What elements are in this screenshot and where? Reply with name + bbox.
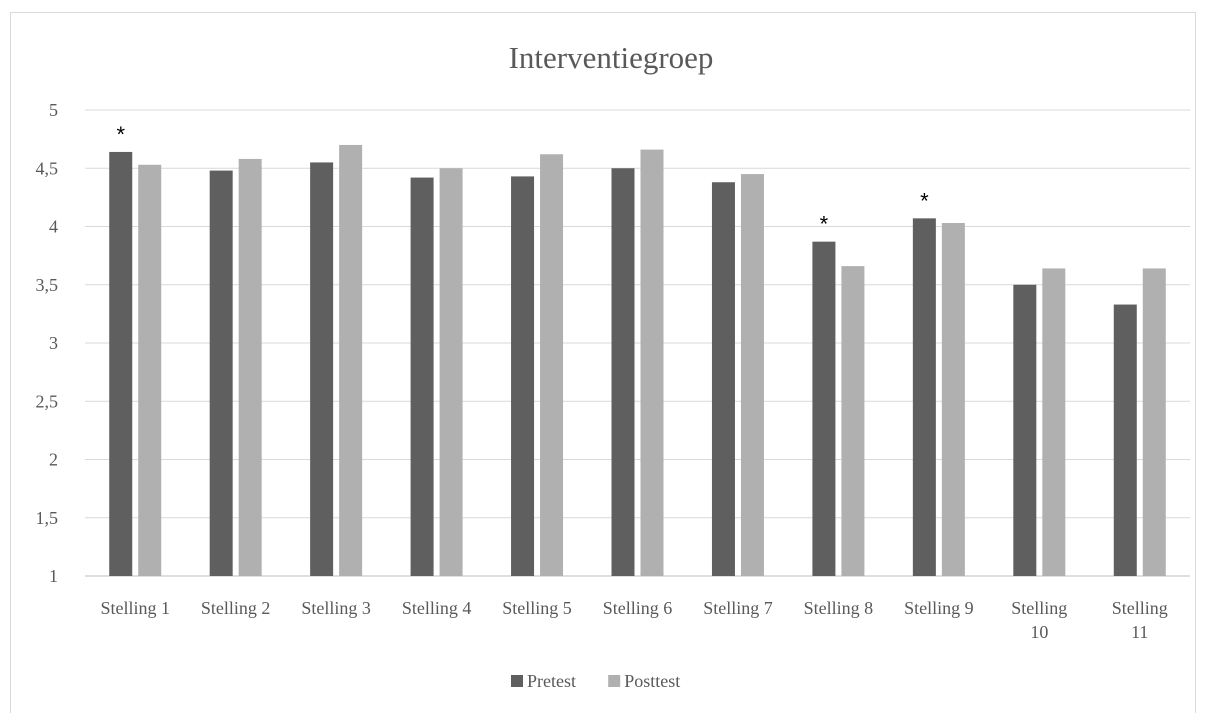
y-tick-label: 4,5 [36,158,59,178]
bar-pretest [209,170,233,576]
gridlines [85,109,1190,577]
chart-frame [10,12,1196,713]
x-tick-label: 11 [1131,622,1148,642]
legend: Pretest Posttest [511,671,680,691]
significance-asterisk: * [820,212,829,237]
x-tick-label: Stelling 2 [201,598,271,618]
bar-pretest [109,151,133,576]
x-tick-label: Stelling 8 [804,598,874,618]
bar-posttest [640,149,664,577]
chart-title: Interventiegroep [509,40,714,75]
y-tick-label: 4 [49,217,58,237]
y-tick-label: 1,5 [36,508,59,528]
bar-pretest [1013,284,1037,576]
bar-pretest [1113,304,1137,576]
x-tick-label: Stelling 4 [402,598,472,618]
x-tick-label: Stelling [1011,598,1067,618]
y-tick-label: 3,5 [36,275,59,295]
bar-posttest [238,158,262,576]
bar-posttest [1142,268,1166,576]
x-tick-label: Stelling 6 [603,598,673,618]
y-tick-label: 2,5 [36,391,59,411]
x-axis-labels: Stelling 1 Stelling 2 Stelling 3 Stelling 4… [100,598,1167,642]
bar-pretest [812,241,836,576]
significance-asterisk: * [920,188,929,213]
bar-posttest [1042,268,1066,576]
bar-pretest [511,176,535,576]
x-tick-label: Stelling 1 [100,598,170,618]
x-tick-label: Stelling [1112,598,1168,618]
legend-label-pretest: Pretest [527,671,576,691]
bars [109,144,1166,577]
y-tick-label: 1 [49,566,58,586]
bar-posttest [439,168,463,576]
x-tick-label: 10 [1030,622,1048,642]
bar-pretest [711,182,735,577]
bar-posttest [339,144,363,576]
bar-posttest [740,174,764,576]
x-tick-label: Stelling 9 [904,598,974,618]
legend-label-posttest: Posttest [624,671,680,691]
bar-pretest [611,168,635,576]
x-tick-label: Stelling 5 [502,598,572,618]
y-tick-label: 5 [49,100,58,120]
bar-posttest [540,154,564,576]
x-tick-label: Stelling 7 [703,598,773,618]
bar-posttest [138,164,162,576]
bar-posttest [941,223,965,576]
bar-pretest [310,162,334,577]
y-axis-ticks: 1 1,5 2 2,5 3 3,5 4 4,5 5 [36,100,59,586]
bar-pretest [410,177,434,576]
y-tick-label: 2 [49,450,58,470]
significance-markers: * * * [116,122,929,237]
significance-asterisk: * [116,122,125,147]
y-tick-label: 3 [49,333,58,353]
bar-pretest [912,218,936,576]
x-tick-label: Stelling 3 [301,598,371,618]
legend-swatch-pretest [511,675,523,687]
legend-swatch-posttest [608,675,621,687]
bar-posttest [841,266,865,576]
